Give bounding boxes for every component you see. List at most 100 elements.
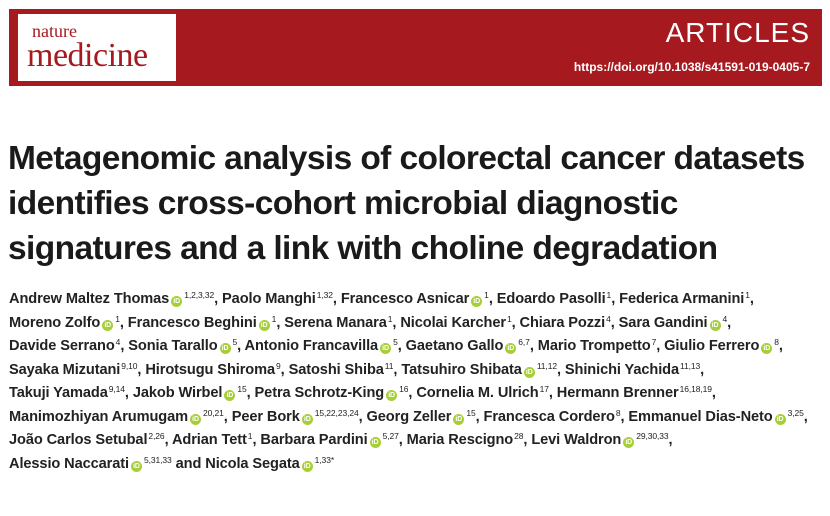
author-affiliation: 1 [115,313,120,324]
orcid-icon[interactable]: iD [301,460,313,472]
author-affiliation: 7 [651,337,657,347]
author-item: Takuji Yamada9,14, [9,384,129,401]
author-affiliation: 1,33* [314,454,335,465]
author-name[interactable]: Federica Armanini [619,291,745,307]
author-affiliation: 1 [745,290,750,300]
author-name[interactable]: Andrew Maltez Thomas [9,291,170,307]
orcid-icon[interactable]: iD [523,366,535,378]
orcid-icon[interactable]: iD [471,296,483,307]
author-affiliation: 9 [276,360,281,371]
orcid-icon[interactable]: iD [190,413,201,425]
author-item: Nicola Segata iD1,33* [205,454,335,472]
author-item: Edoardo Pasolli1, [496,290,616,307]
author-name[interactable]: Serena Manara [284,314,387,331]
author-name[interactable]: Levi Waldron [531,432,622,448]
author-item: Sara Gandini iD4, [618,313,732,331]
author-name[interactable]: Sonia Tarallo [128,338,218,354]
author-name[interactable]: Mario Trompetto [537,338,651,354]
author-name[interactable]: Francesca Cordero [483,408,615,425]
author-item: Gaetano Gallo iD6,7, [405,337,534,354]
author-affiliation: 1,2,3,32 [184,290,215,300]
author-item: Sonia Tarallo iD5, [128,337,242,354]
author-name[interactable]: Moreno Zolfo [9,314,101,331]
author-name[interactable]: Adrian Tett [171,432,247,448]
orcid-icon[interactable]: iD [102,319,114,331]
author-item: Maria Rescigno28, [406,431,528,448]
author-name[interactable]: Sara Gandini [618,314,708,331]
orcid-icon[interactable]: iD [386,390,398,401]
author-affiliation: 4 [606,313,611,324]
orcid-icon[interactable]: iD [623,437,635,448]
author-affiliation: 1,32 [316,290,333,300]
author-affiliation: 8 [774,337,779,347]
author-name[interactable]: João Carlos Setubal [9,432,148,448]
orcid-icon[interactable]: iD [505,343,517,354]
author-name[interactable]: Francesco Asnicar [340,291,470,307]
orcid-icon[interactable]: iD [761,343,773,354]
author-name[interactable]: Jakob Wirbel [132,385,223,401]
author-name[interactable]: Nicola Segata [205,455,300,472]
author-item: Hermann Brenner16,18,19, [556,384,716,401]
author-name[interactable]: Giulio Ferrero [664,338,760,354]
author-name[interactable]: Gaetano Gallo [405,338,504,354]
author-item: Hirotsugu Shiroma9, [145,360,285,378]
author-affiliation: 1 [484,290,489,300]
orcid-icon[interactable]: iD [258,319,270,331]
author-item: Tatsuhiro Shibata iD11,12, [401,360,561,378]
orcid-icon[interactable]: iD [453,413,465,425]
author-affiliation: 4 [115,337,121,347]
author-affiliation: 15,22,23,24 [314,407,359,418]
author-name[interactable]: Tatsuhiro Shibata [401,361,522,378]
orcid-icon[interactable]: iD [709,319,721,331]
author-name[interactable]: Emmanuel Dias-Neto [628,408,773,425]
author-name[interactable]: Manimozhiyan Arumugam [9,408,188,425]
author-name[interactable]: Sayaka Mizutani [9,361,121,378]
author-name[interactable]: Francesco Beghini [127,314,257,331]
author-name[interactable]: Cornelia M. Ulrich [416,385,539,401]
author-item: Andrew Maltez Thomas iD1,2,3,32, [9,290,219,307]
journal-header: nature medicine ARTICLES https://doi.org… [9,9,822,86]
doi-link[interactable]: https://doi.org/10.1038/s41591-019-0405-… [573,60,810,74]
author-name[interactable]: Maria Rescigno [406,432,514,448]
author-name[interactable]: Davide Serrano [9,338,115,354]
author-item: Levi Waldron iD29,30,33, [531,431,673,448]
author-affiliation: 1 [387,313,393,324]
author-name[interactable]: Shinichi Yachida [564,361,679,378]
author-name[interactable]: Nicolai Karcher [400,314,506,331]
author-name[interactable]: Georg Zeller [366,408,452,425]
orcid-icon[interactable]: iD [774,413,786,425]
author-name[interactable]: Peer Bork [231,408,300,425]
orcid-icon[interactable]: iD [219,343,231,354]
orcid-icon[interactable]: iD [224,390,236,401]
orcid-icon[interactable]: iD [130,460,142,472]
author-name[interactable]: Hirotsugu Shiroma [145,361,275,378]
author-name[interactable]: Barbara Pardini [260,432,368,448]
author-item: Francesco Beghini iD1, [127,313,281,331]
author-item: Emmanuel Dias-Neto iD3,25, [628,407,808,425]
author-affiliation: 11,12 [536,360,557,371]
author-affiliation: 3,25 [787,407,804,418]
author-name[interactable]: Satoshi Shiba [288,361,384,378]
author-affiliation: 29,30,33 [636,431,669,441]
author-item: Francesca Cordero8, [483,407,625,425]
author-item: Adrian Tett1, [171,431,257,448]
orcid-icon[interactable]: iD [380,343,392,354]
author-affiliation: 20,21 [203,407,224,418]
orcid-icon[interactable]: iD [301,413,313,425]
author-item: Davide Serrano4, [9,337,125,354]
author-name[interactable]: Antonio Francavilla [244,338,379,354]
author-name[interactable]: Takuji Yamada [9,385,108,401]
author-name[interactable]: Petra Schrotz-King [254,385,385,401]
author-name[interactable]: Hermann Brenner [556,385,679,401]
author-item: Nicolai Karcher1, [400,313,516,331]
author-name[interactable]: Alessio Naccarati [9,455,129,472]
author-name[interactable]: Edoardo Pasolli [496,291,606,307]
orcid-icon[interactable]: iD [369,437,381,448]
journal-logo[interactable]: nature medicine [18,14,176,81]
orcid-icon[interactable]: iD [171,296,183,307]
author-affiliation: 11,13 [680,360,701,371]
author-name[interactable]: Paolo Manghi [222,291,316,307]
author-item: Jakob Wirbel iD15, [132,384,251,401]
author-item: Cornelia M. Ulrich17, [416,384,553,401]
author-name[interactable]: Chiara Pozzi [519,314,606,331]
